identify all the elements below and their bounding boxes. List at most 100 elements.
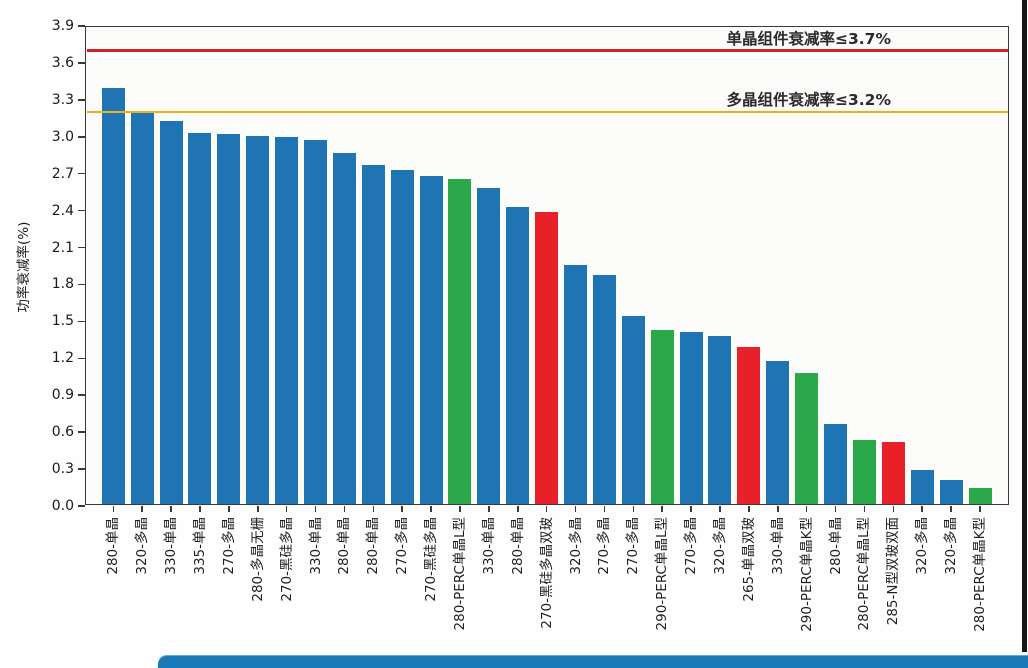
x-tick-mark (690, 506, 692, 512)
y-tick-label: 3.3 (51, 91, 74, 108)
x-tick-label: 320-多晶 (943, 517, 960, 575)
y-tick-mark (78, 320, 85, 323)
bar (130, 113, 154, 505)
y-tick-mark (78, 505, 85, 507)
x-tick-label: 335-单晶 (191, 517, 208, 575)
x-tick-mark (430, 506, 432, 512)
x-tick-mark (748, 506, 750, 512)
y-tick-label: 2.4 (51, 202, 74, 219)
x-tick-mark (863, 506, 866, 512)
x-tick-mark (517, 506, 519, 512)
bar (910, 470, 934, 505)
bar (477, 188, 501, 505)
x-tick-label: 270-多晶 (596, 517, 613, 575)
x-tick-mark (228, 506, 230, 512)
bar (159, 120, 183, 505)
x-tick-mark (257, 506, 259, 512)
right-edge-line (1022, 0, 1027, 652)
x-tick-label: 280-单晶 (105, 517, 122, 575)
x-tick-label: 285-N型双玻双面 (885, 517, 902, 626)
x-tick-label: 280-单晶 (827, 517, 844, 575)
x-tick-label: 280-单晶 (365, 517, 382, 575)
x-tick-label: 290-PERC单晶L型 (654, 517, 671, 631)
bar (968, 487, 992, 505)
x-tick-label: 290-PERC单晶K型 (798, 517, 815, 632)
x-tick-label: 270-多晶 (625, 517, 642, 575)
x-tick-mark (401, 506, 403, 512)
x-tick-mark (199, 506, 201, 512)
x-tick-mark (719, 506, 721, 512)
x-tick-mark (921, 506, 923, 512)
bar (275, 136, 299, 505)
y-tick-mark (78, 246, 85, 249)
x-tick-mark (661, 506, 663, 512)
y-tick-mark (78, 394, 85, 396)
bar (304, 140, 328, 505)
y-tick-label: 2.7 (51, 165, 74, 182)
bar (621, 316, 645, 505)
annotation-label: 多晶组件衰减率≤3.2% (726, 91, 891, 110)
bar (101, 87, 125, 505)
bar (564, 264, 588, 505)
bar (795, 373, 819, 505)
x-tick-label: 280-单晶 (509, 517, 526, 575)
y-tick-label: 0.3 (51, 461, 74, 478)
y-tick-label: 1.8 (51, 276, 74, 293)
y-tick-label: 2.1 (51, 239, 74, 256)
reference-line (86, 49, 1008, 52)
x-tick-mark (112, 506, 115, 512)
x-tick-mark (777, 506, 779, 512)
x-tick-label: 265-单晶双玻 (740, 517, 757, 602)
y-tick-mark (78, 136, 85, 138)
x-tick-label: 330-单晶 (769, 517, 786, 575)
bar (852, 439, 876, 505)
bar (650, 330, 674, 505)
bar (737, 347, 761, 505)
x-tick-label: 270-黑硅多晶双玻 (538, 517, 555, 629)
y-tick-mark (78, 357, 85, 360)
bar (246, 135, 270, 505)
x-tick-label: 270-黑硅多晶 (423, 517, 440, 602)
y-tick-mark (78, 99, 85, 101)
x-tick-mark (834, 506, 837, 512)
x-tick-label: 280-PERC单晶L型 (856, 517, 873, 631)
bar (535, 211, 559, 505)
bar (332, 152, 356, 505)
x-tick-label: 270-多晶 (220, 517, 237, 575)
y-tick-label: 0.0 (51, 498, 74, 514)
x-tick-label: 280-PERC单晶L型 (451, 517, 468, 631)
x-tick-label: 330-单晶 (163, 517, 180, 575)
bar (708, 336, 732, 505)
y-tick-mark (78, 209, 85, 212)
bar (419, 176, 443, 505)
y-tick-mark (78, 431, 85, 433)
y-tick-label: 1.2 (51, 350, 74, 367)
bottom-banner (158, 655, 1028, 668)
x-tick-label: 320-多晶 (914, 517, 931, 575)
y-tick-label: 3.6 (51, 54, 74, 71)
y-tick-label: 3.9 (51, 18, 74, 34)
bar (390, 170, 414, 505)
x-tick-mark (488, 506, 490, 512)
y-tick-mark (78, 62, 85, 64)
bar (766, 360, 790, 505)
bar (188, 133, 212, 505)
bar (939, 480, 963, 505)
x-tick-mark (170, 506, 172, 512)
x-tick-mark (459, 506, 461, 512)
y-tick-label: 1.5 (51, 313, 74, 330)
x-tick-mark (603, 506, 606, 512)
x-tick-mark (343, 506, 346, 512)
annotation-label: 单晶组件衰减率≤3.7% (726, 29, 891, 48)
x-tick-mark (372, 506, 375, 512)
x-tick-mark (892, 506, 895, 512)
x-tick-mark (805, 506, 808, 512)
x-tick-mark (979, 506, 981, 512)
x-tick-mark (314, 506, 317, 512)
x-tick-label: 270-多晶 (394, 517, 411, 575)
x-tick-label: 330-单晶 (480, 517, 497, 575)
y-tick-mark (78, 468, 85, 470)
x-tick-mark (141, 506, 143, 512)
bar (881, 442, 905, 505)
